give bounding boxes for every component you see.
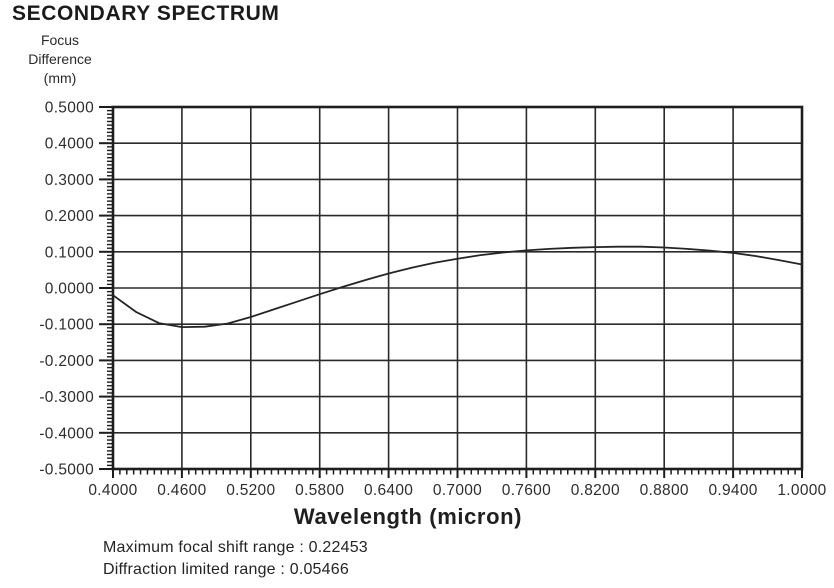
chart-title: SECONDARY SPECTRUM [12, 2, 280, 25]
y-axis-title-line-1: Focus [40, 32, 80, 48]
y-tick-label: -0.5000 [39, 462, 94, 479]
max-focal-shift-range-text: Maximum focal shift range : 0.22453 [103, 539, 368, 556]
x-tick-label: 0.4600 [157, 482, 206, 499]
x-tick-label: 0.6400 [364, 482, 413, 499]
x-tick-label: 0.5200 [226, 482, 275, 499]
y-tick-label: 0.1000 [45, 244, 94, 261]
x-tick-label: 0.5800 [295, 482, 344, 499]
x-tick-label: 0.8200 [571, 482, 620, 499]
y-tick-label: -0.3000 [39, 389, 94, 406]
y-tick-label: -0.4000 [39, 425, 94, 442]
y-tick-label: 0.0000 [45, 281, 94, 298]
y-tick-label: -0.2000 [39, 353, 94, 370]
x-axis-title: Wavelength (micron) [293, 504, 523, 529]
y-axis-title-line-2: Difference [28, 51, 92, 67]
x-tick-label: 1.0000 [777, 482, 826, 499]
y-tick-label: 0.5000 [45, 100, 94, 117]
y-tick-label: 0.3000 [45, 172, 94, 189]
y-axis-title-line-3: (mm) [43, 70, 77, 86]
y-tick-label: 0.2000 [45, 208, 94, 225]
x-tick-label: 0.8800 [640, 482, 689, 499]
y-axis-title: Focus Difference (mm) [18, 31, 102, 88]
x-tick-label: 0.4000 [88, 482, 137, 499]
x-tick-label: 0.7600 [502, 482, 551, 499]
y-tick-label: 0.4000 [45, 136, 94, 153]
y-tick-label: -0.1000 [39, 317, 94, 334]
diffraction-limited-range-text: Diffraction limited range : 0.05466 [103, 561, 349, 578]
focus-difference-curve [112, 245, 803, 328]
x-tick-label: 0.9400 [708, 482, 757, 499]
x-tick-label: 0.7000 [433, 482, 482, 499]
plot-frame [111, 105, 804, 471]
